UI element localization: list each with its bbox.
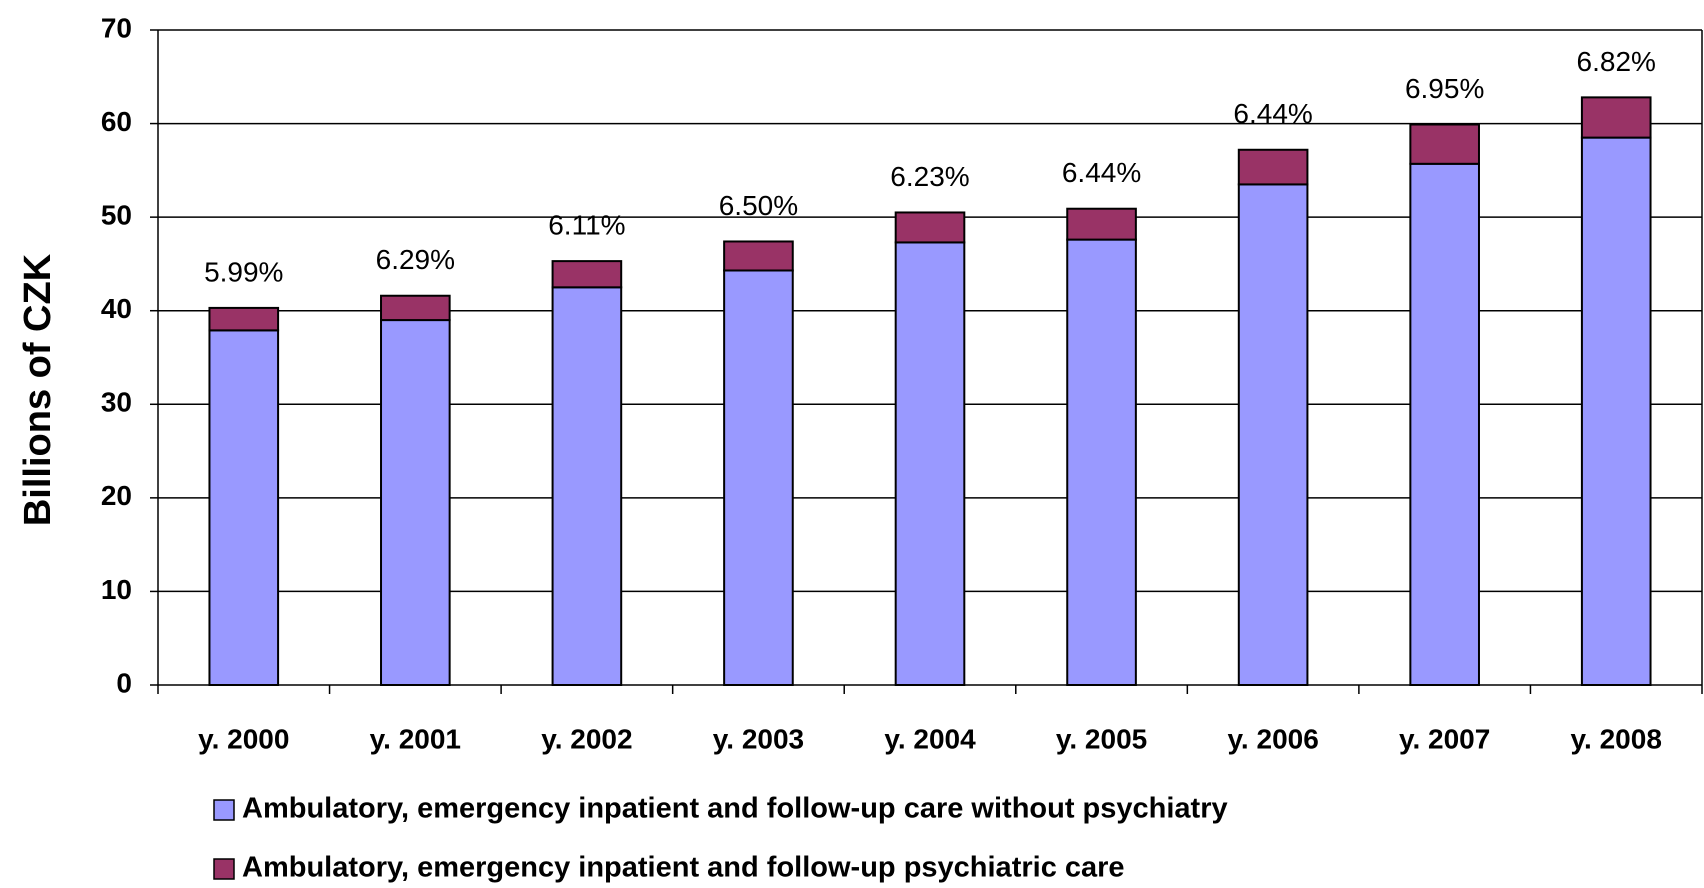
y-axis-title: Billions of CZK: [17, 253, 59, 526]
x-tick-label: y. 2004: [884, 723, 976, 754]
bar-segment: [380, 319, 451, 686]
bar-annotation: 6.95%: [1405, 73, 1484, 104]
bar-annotation: 6.50%: [719, 190, 798, 221]
bar-annotation: 6.82%: [1577, 46, 1656, 77]
x-tick-label: y. 2002: [541, 723, 632, 754]
legend-swatch: [213, 799, 235, 821]
x-tick-label: y. 2007: [1399, 723, 1490, 754]
y-tick-label: 70: [101, 12, 132, 43]
bar-segment: [1237, 148, 1309, 186]
x-tick-label: y. 2006: [1227, 723, 1318, 754]
legend-swatch: [213, 858, 235, 880]
bar-segment: [551, 286, 623, 686]
bar-annotation: 6.29%: [376, 244, 455, 275]
bar-segment: [1237, 183, 1309, 686]
bar-segment: [894, 241, 966, 687]
bar-segment: [551, 260, 623, 289]
bar-segment: [1580, 136, 1652, 687]
bar-annotation: 5.99%: [204, 256, 283, 287]
legend-label: Ambulatory, emergency inpatient and foll…: [242, 793, 1228, 825]
bar-annotation: 6.44%: [1062, 157, 1141, 188]
y-tick-label: 10: [101, 574, 132, 605]
bar-segment: [1066, 238, 1137, 686]
y-tick-label: 50: [101, 200, 132, 231]
y-tick-label: 60: [101, 106, 132, 137]
bar-segment: [723, 240, 794, 272]
bar-segment: [1580, 96, 1652, 139]
bar-annotation: 6.11%: [548, 210, 625, 241]
bar-segment: [380, 294, 451, 322]
bar-segment: [723, 269, 794, 686]
bar-segment: [1066, 207, 1137, 241]
bar-annotation: 6.23%: [890, 161, 969, 192]
bar-segment: [208, 329, 280, 686]
y-tick-label: 40: [101, 293, 132, 324]
legend-label: Ambulatory, emergency inpatient and foll…: [242, 852, 1125, 884]
bar-segment: [208, 306, 280, 332]
y-tick-label: 20: [101, 480, 132, 511]
bar-segment: [1409, 162, 1480, 687]
x-tick-label: y. 2005: [1056, 723, 1147, 754]
x-tick-label: y. 2000: [198, 723, 289, 754]
y-tick-label: 30: [101, 387, 132, 418]
x-tick-label: y. 2008: [1571, 723, 1662, 754]
bar-segment: [1409, 123, 1480, 165]
y-tick-label: 0: [116, 667, 132, 698]
x-tick-label: y. 2003: [713, 723, 804, 754]
bar-segment: [894, 211, 966, 244]
bar-annotation: 6.44%: [1233, 98, 1312, 129]
x-tick-label: y. 2001: [370, 723, 461, 754]
